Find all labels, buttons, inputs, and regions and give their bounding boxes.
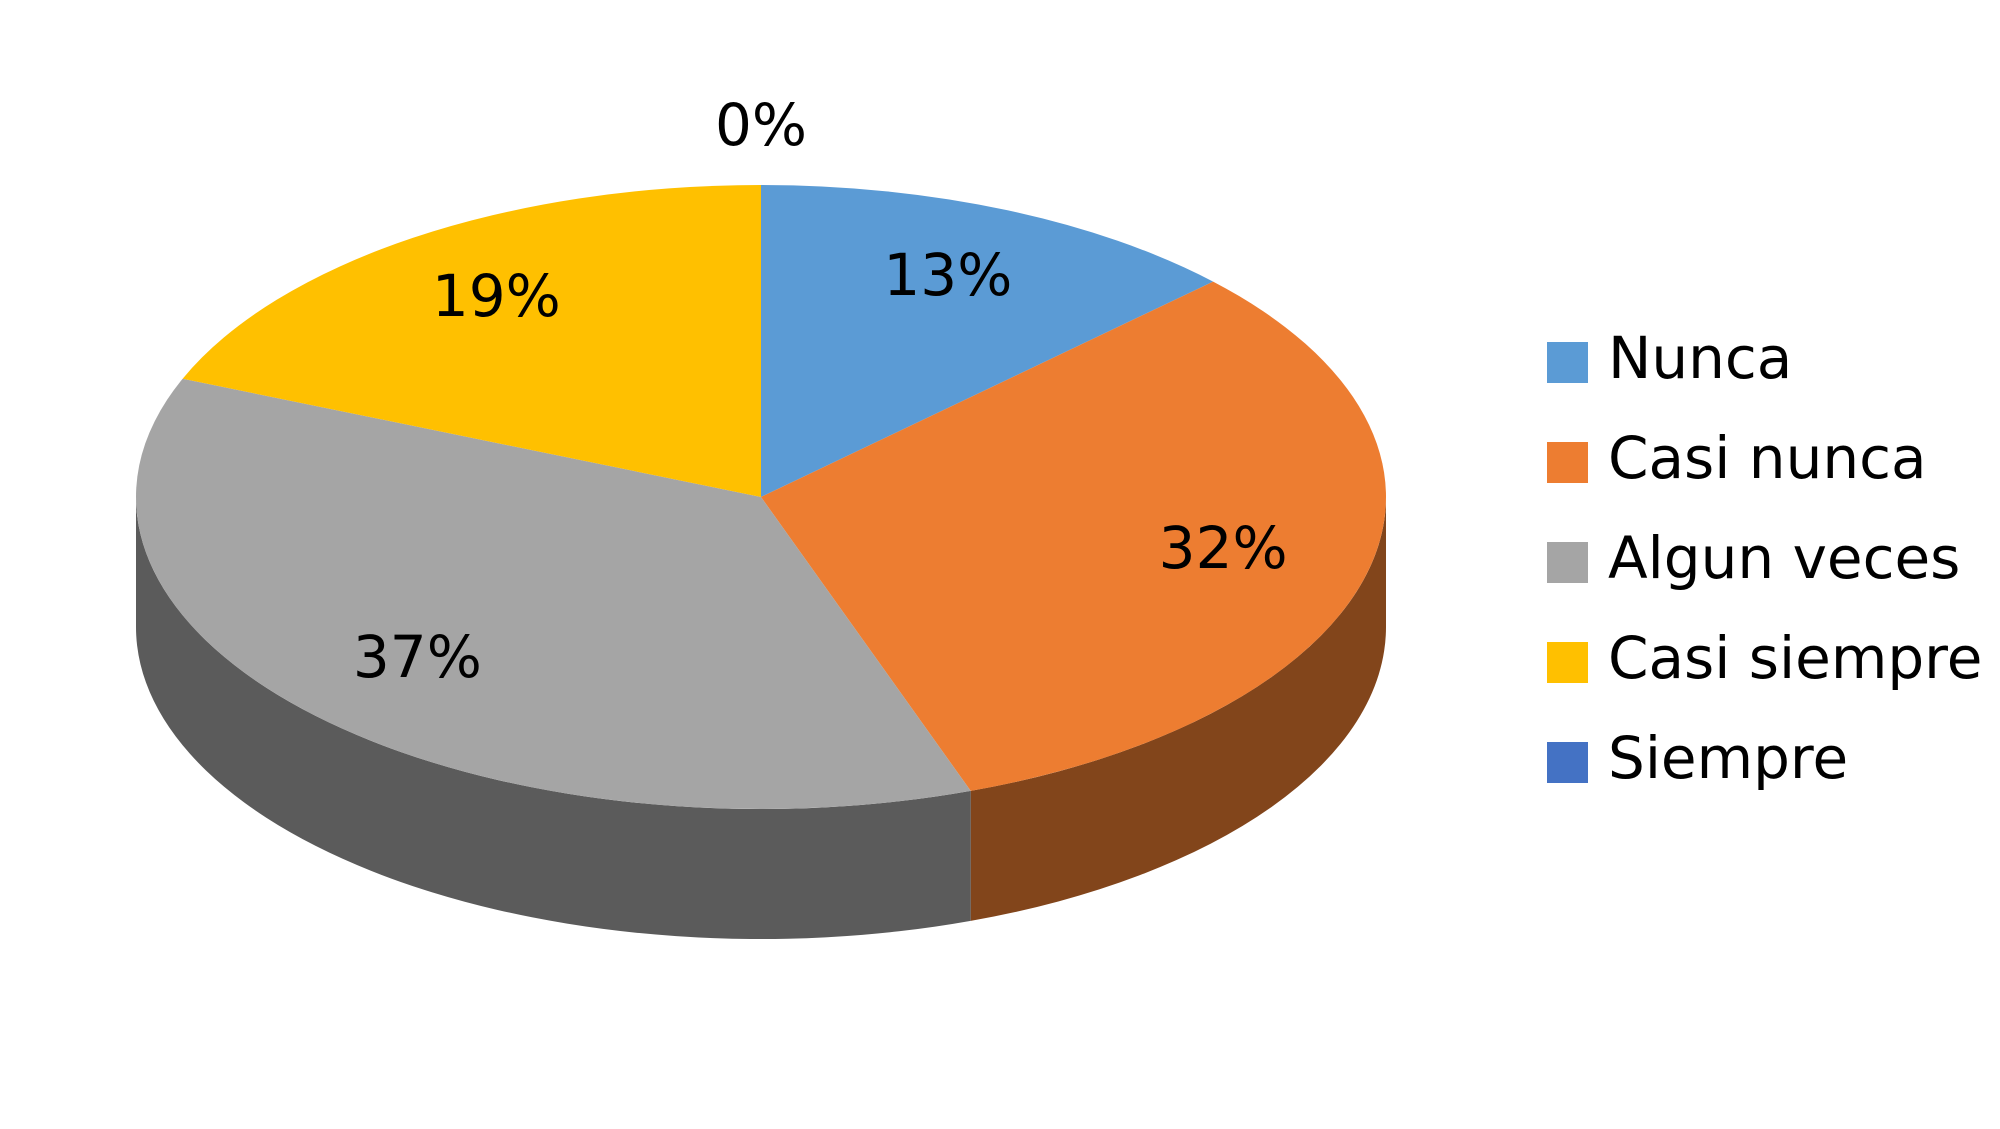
legend-label: Nunca (1608, 324, 1792, 392)
slice (182, 185, 761, 497)
slice (136, 378, 971, 809)
data-label: 37% (353, 623, 482, 691)
legend-swatch (1547, 442, 1588, 483)
slice (761, 281, 1386, 791)
slice-side (970, 497, 1386, 921)
data-label: 32% (1159, 514, 1288, 582)
legend-swatch (1547, 742, 1588, 783)
slice (761, 185, 1214, 497)
slice-side (136, 497, 971, 939)
legend-label: Casi siempre (1608, 624, 1982, 692)
legend-label: Algun veces (1608, 524, 1960, 592)
data-label: 13% (883, 241, 1012, 309)
legend-swatch (1547, 542, 1588, 583)
data-label: 0% (715, 91, 807, 159)
legend-label: Casi nunca (1608, 424, 1927, 492)
legend-swatch (1547, 642, 1588, 683)
legend-label: Siempre (1608, 724, 1848, 792)
data-label: 19% (432, 262, 561, 330)
legend-swatch (1547, 342, 1588, 383)
